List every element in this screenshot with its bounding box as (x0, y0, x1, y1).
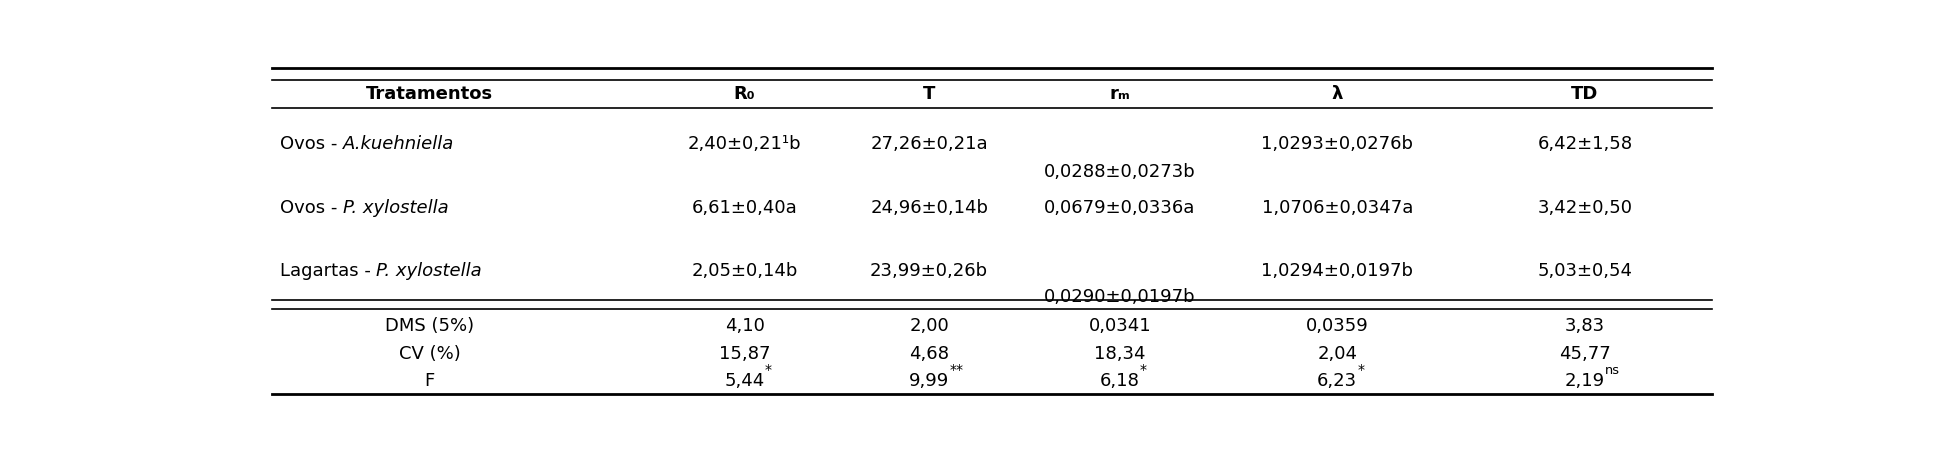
Text: P. xylostella: P. xylostella (343, 199, 449, 217)
Text: 2,19: 2,19 (1564, 373, 1605, 391)
Text: 2,00: 2,00 (910, 317, 949, 335)
Text: 2,05±0,14b: 2,05±0,14b (691, 261, 798, 279)
Text: 6,18: 6,18 (1100, 373, 1140, 391)
Text: 0,0679±0,0336a: 0,0679±0,0336a (1044, 199, 1195, 217)
Text: Tratamentos: Tratamentos (366, 85, 494, 103)
Text: 1,0706±0,0347a: 1,0706±0,0347a (1262, 199, 1413, 217)
Text: 0,0341: 0,0341 (1088, 317, 1152, 335)
Text: CV (%): CV (%) (399, 345, 461, 363)
Text: Lagartas -: Lagartas - (279, 261, 376, 279)
Text: 45,77: 45,77 (1558, 345, 1611, 363)
Text: 5,03±0,54: 5,03±0,54 (1537, 261, 1632, 279)
Text: 6,42±1,58: 6,42±1,58 (1537, 135, 1632, 153)
Text: 3,83: 3,83 (1564, 317, 1605, 335)
Text: 0,0359: 0,0359 (1307, 317, 1369, 335)
Text: Ovos -: Ovos - (279, 199, 343, 217)
Text: 6,61±0,40a: 6,61±0,40a (691, 199, 798, 217)
Text: A.kuehniella: A.kuehniella (343, 135, 453, 153)
Text: 1,0294±0,0197b: 1,0294±0,0197b (1260, 261, 1413, 279)
Text: 4,68: 4,68 (910, 345, 949, 363)
Text: 1,0293±0,0276b: 1,0293±0,0276b (1260, 135, 1413, 153)
Text: 2,40±0,21¹b: 2,40±0,21¹b (687, 135, 802, 153)
Text: 4,10: 4,10 (724, 317, 765, 335)
Text: 3,42±0,50: 3,42±0,50 (1537, 199, 1632, 217)
Text: 0,0290±0,0197b: 0,0290±0,0197b (1044, 288, 1196, 306)
Text: 15,87: 15,87 (718, 345, 771, 363)
Text: ns: ns (1605, 364, 1620, 377)
Text: 5,44: 5,44 (724, 373, 765, 391)
Text: 24,96±0,14b: 24,96±0,14b (869, 199, 987, 217)
Text: λ: λ (1332, 85, 1344, 103)
Text: 9,99: 9,99 (910, 373, 949, 391)
Text: *: * (1140, 363, 1146, 378)
Text: 27,26±0,21a: 27,26±0,21a (871, 135, 987, 153)
Text: P. xylostella: P. xylostella (376, 261, 482, 279)
Text: 2,04: 2,04 (1316, 345, 1357, 363)
Text: rₘ: rₘ (1109, 85, 1131, 103)
Text: *: * (765, 363, 772, 378)
Text: 23,99±0,26b: 23,99±0,26b (869, 261, 987, 279)
Text: 0,0288±0,0273b: 0,0288±0,0273b (1044, 163, 1196, 181)
Text: **: ** (949, 363, 964, 378)
Text: Ovos -: Ovos - (279, 135, 343, 153)
Text: *: * (1357, 363, 1365, 378)
Text: R₀: R₀ (734, 85, 755, 103)
Text: TD: TD (1572, 85, 1599, 103)
Text: 6,23: 6,23 (1316, 373, 1357, 391)
Text: 18,34: 18,34 (1094, 345, 1146, 363)
Text: F: F (424, 373, 436, 391)
Text: DMS (5%): DMS (5%) (385, 317, 474, 335)
Text: T: T (923, 85, 935, 103)
